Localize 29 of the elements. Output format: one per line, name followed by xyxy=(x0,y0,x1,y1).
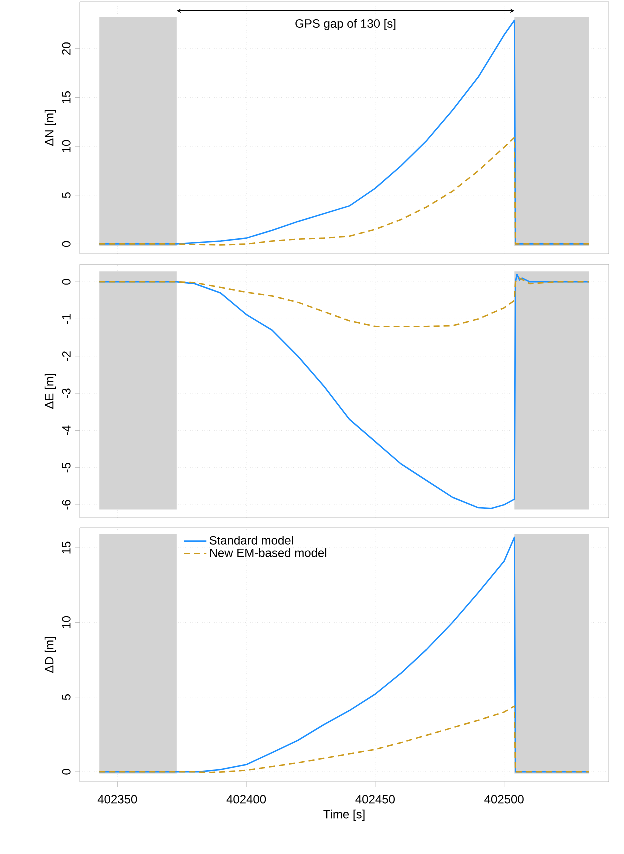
y-tick-label: -5 xyxy=(62,463,71,473)
y-tick-label: -6 xyxy=(62,500,71,510)
y-tick-label: 10 xyxy=(62,616,71,628)
y-tick-label: 5 xyxy=(62,694,71,700)
x-tick-label: 402500 xyxy=(484,795,524,804)
y-tick-label: 15 xyxy=(62,542,71,554)
y-axis-title: ΔN [m] xyxy=(44,110,56,146)
x-tick-label: 402350 xyxy=(98,795,138,804)
y-tick-label: -4 xyxy=(62,426,71,436)
y-tick-label: 0 xyxy=(62,279,71,285)
line-series xyxy=(98,706,590,774)
y-tick-label: 5 xyxy=(62,192,71,198)
y-tick-label: 15 xyxy=(62,92,71,104)
legend-label: New EM-based model xyxy=(210,548,327,558)
y-axis-title: ΔE [m] xyxy=(44,374,56,409)
annotation: GPS gap of 130 [s] xyxy=(296,19,396,30)
y-axis-title: ΔD [m] xyxy=(44,638,56,673)
y-tick-label: 0 xyxy=(62,241,71,248)
line-series xyxy=(98,137,590,246)
x-tick-label: 402450 xyxy=(356,795,395,804)
y-tick-label: 10 xyxy=(62,140,71,152)
y-tick-label: -2 xyxy=(62,352,71,362)
y-tick-label: -3 xyxy=(62,388,71,398)
y-tick-label: 0 xyxy=(62,769,71,775)
x-tick-label: 402400 xyxy=(226,795,266,804)
legend-label: Standard model xyxy=(210,536,294,545)
y-tick-label: -1 xyxy=(62,314,71,324)
y-tick-label: 20 xyxy=(62,42,71,55)
x-axis-title: Time [s] xyxy=(324,810,365,822)
